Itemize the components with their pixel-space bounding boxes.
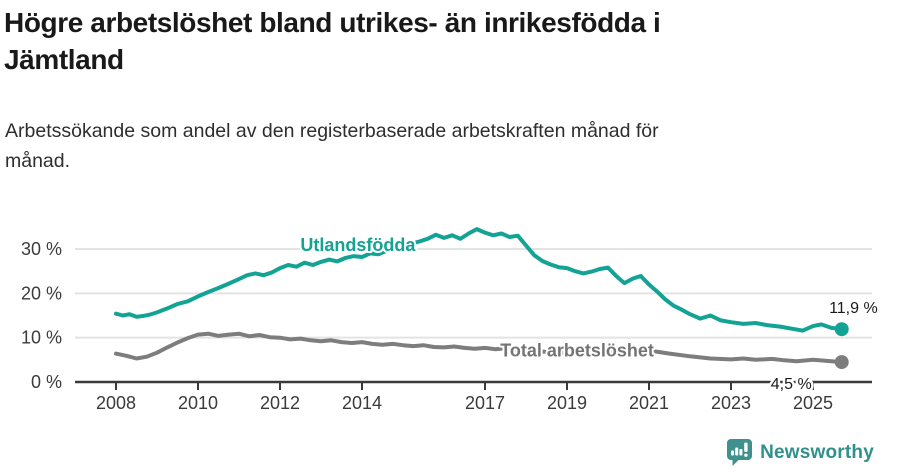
x-tick-label-2019: 2019	[547, 393, 587, 413]
series-line-0	[114, 227, 844, 333]
x-tick-label-2021: 2021	[629, 393, 669, 413]
x-tick-label-2025: 2025	[793, 393, 833, 413]
x-tick-label-2017: 2017	[465, 393, 505, 413]
logo-bar-2	[735, 447, 739, 456]
series-end-dot-1	[834, 355, 849, 370]
x-tick-label-2014: 2014	[342, 393, 382, 413]
y-tick-label-30: 30 %	[21, 239, 62, 259]
logo-exclamation-bar	[744, 442, 748, 452]
chart-subtitle: Arbetssökande som andel av den registerb…	[5, 120, 659, 173]
y-tick-label-10: 10 %	[21, 328, 62, 348]
newsworthy-logo-icon	[727, 439, 753, 466]
x-tick-label-2023: 2023	[711, 393, 751, 413]
x-tick-label-2010: 2010	[178, 393, 218, 413]
series-end-dot-0	[834, 322, 849, 337]
newsworthy-logo-text: Newsworthy	[760, 441, 874, 463]
newsworthy-logo[interactable]: Newsworthy	[726, 438, 874, 467]
y-tick-label-20: 20 %	[21, 283, 62, 303]
x-tick-label-2012: 2012	[260, 393, 300, 413]
series-label-0: Utlandsfödda	[300, 235, 416, 255]
x-tick-label-2008: 2008	[96, 393, 136, 413]
chart-title: Högre arbetslöshet bland utrikes- än inr…	[4, 7, 661, 75]
logo-bar-1	[731, 450, 735, 456]
series-end-value-0: 11,9 %	[829, 300, 878, 317]
series-line-1	[114, 331, 844, 365]
series-label-1: Total arbetslöshet	[500, 340, 654, 360]
series-end-value-1: 4,5 %	[771, 376, 812, 393]
unemployment-line-chart: 2008 2010 2012 2014 2017 2019 2021 2023 2025 0 % 1…	[21, 227, 880, 413]
logo-bar-3	[739, 449, 743, 456]
logo-exclamation-dot	[744, 453, 748, 457]
y-tick-label-0: 0 %	[31, 372, 62, 392]
